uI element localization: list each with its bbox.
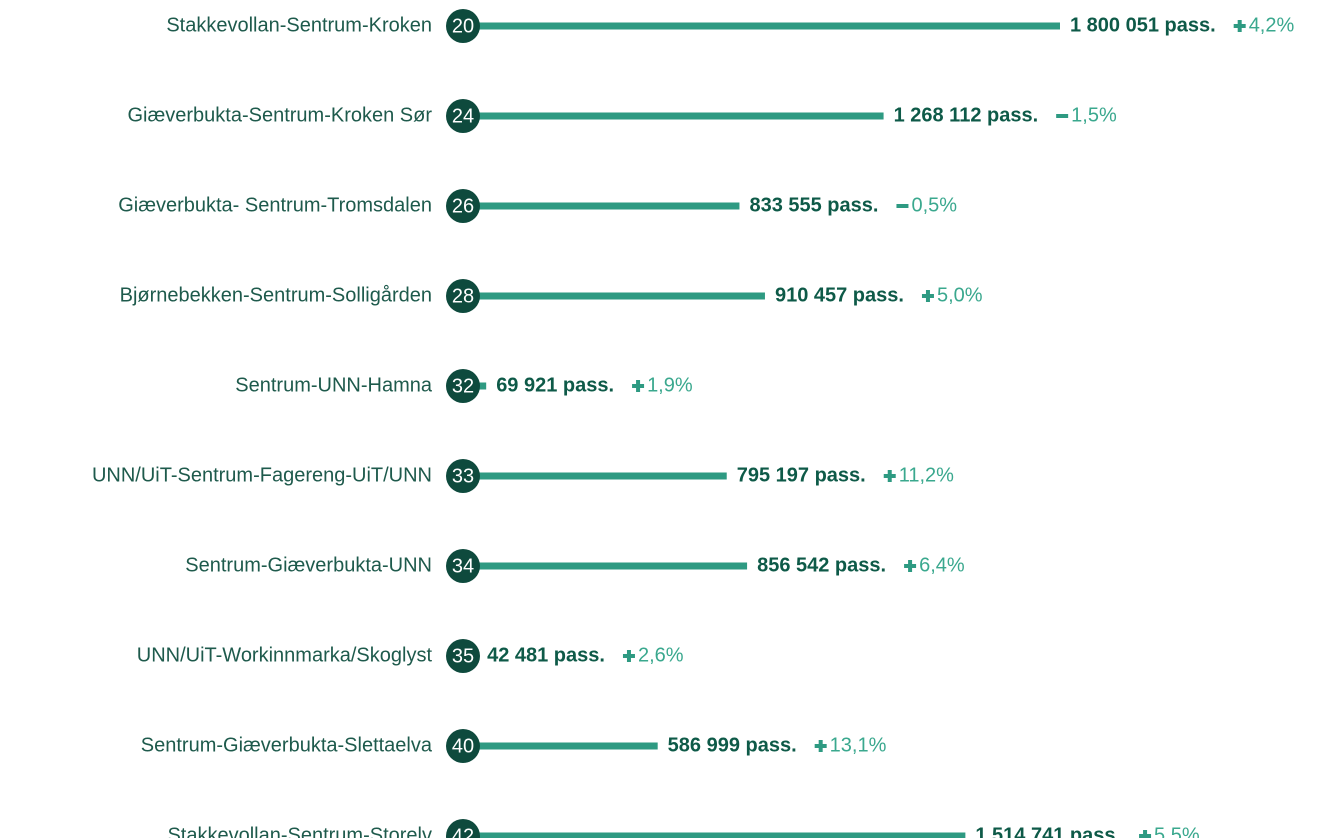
value-label: 795 197 pass. — [737, 464, 866, 486]
plus-icon — [883, 470, 896, 482]
change-label: 11,2% — [899, 464, 954, 486]
route-name: Sentrum-UNN-Hamna — [235, 374, 433, 396]
route-badge — [446, 459, 480, 493]
route-name: UNN/UiT-Sentrum-Fagereng-UiT/UNN — [92, 464, 432, 486]
bar — [463, 832, 966, 838]
route-badge — [446, 279, 480, 313]
route-name: Bjørnebekken-Sentrum-Solligården — [120, 284, 432, 306]
route-number: 20 — [452, 15, 474, 37]
bar — [463, 742, 658, 750]
change-label: 13,1% — [830, 734, 887, 756]
route-number: 34 — [452, 555, 474, 577]
plus-icon — [1139, 830, 1152, 838]
change-label: 5,0% — [937, 284, 983, 306]
route-name: Stakkevollan-Sentrum-Kroken — [166, 14, 432, 36]
route-name: Stakkevollan-Sentrum-Storelv — [167, 824, 432, 838]
value-label: 856 542 pass. — [757, 554, 886, 576]
route-name: Giæverbukta-Sentrum-Kroken Sør — [127, 104, 432, 126]
route-number: 40 — [452, 735, 474, 757]
route-number: 28 — [452, 285, 474, 307]
plus-icon — [1233, 20, 1246, 32]
bar — [463, 22, 1060, 30]
route-badge — [446, 639, 480, 673]
bar — [463, 202, 740, 210]
route-badge — [446, 819, 480, 838]
bar — [463, 472, 727, 480]
route-badge — [446, 99, 480, 133]
change-label: 1,9% — [647, 374, 693, 396]
value-label: 586 999 pass. — [668, 734, 797, 756]
route-number: 42 — [452, 825, 474, 838]
plus-icon — [921, 290, 934, 302]
route-badge — [446, 369, 480, 403]
value-label: 833 555 pass. — [749, 194, 878, 216]
route-badge — [446, 549, 480, 583]
route-number: 33 — [452, 465, 474, 487]
route-name: Sentrum-Giæverbukta-UNN — [185, 554, 432, 576]
value-label: 42 481 pass. — [487, 644, 605, 666]
route-badge — [446, 9, 480, 43]
plus-icon — [622, 650, 635, 662]
change-label: 2,6% — [638, 644, 684, 666]
route-badge — [446, 189, 480, 223]
change-label: 0,5% — [911, 194, 957, 216]
route-name: UNN/UiT-Workinnmarka/Skoglyst — [137, 644, 433, 666]
value-label: 910 457 pass. — [775, 284, 904, 306]
value-label: 1 268 112 pass. — [894, 104, 1039, 126]
change-label: 4,2% — [1249, 14, 1295, 36]
plus-icon — [814, 740, 827, 752]
plus-icon — [632, 380, 645, 392]
value-label: 1 800 051 pass. — [1070, 14, 1216, 36]
route-badge — [446, 729, 480, 763]
bar — [463, 112, 884, 120]
route-number: 35 — [452, 645, 474, 667]
change-label: 5,5% — [1154, 824, 1200, 838]
bar — [463, 562, 748, 570]
plus-icon — [904, 560, 917, 572]
route-number: 24 — [452, 105, 474, 127]
route-number: 32 — [452, 375, 474, 397]
route-name: Giæverbukta- Sentrum-Tromsdalen — [118, 194, 432, 216]
route-name: Sentrum-Giæverbukta-Slettaelva — [141, 734, 433, 756]
value-label: 69 921 pass. — [496, 374, 614, 396]
change-label: 6,4% — [919, 554, 965, 576]
bar — [463, 292, 765, 300]
value-label: 1 514 741 pass. — [975, 824, 1121, 838]
change-label: 1,5% — [1071, 104, 1117, 126]
route-number: 26 — [452, 195, 474, 217]
